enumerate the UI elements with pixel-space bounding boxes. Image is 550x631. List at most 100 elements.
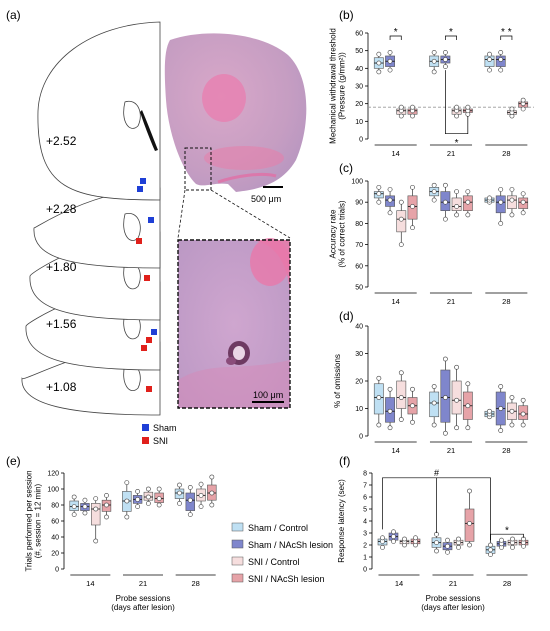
- data-point: [488, 547, 493, 553]
- y-tick-label: 70: [355, 242, 363, 249]
- data-point: [376, 199, 382, 205]
- x-tick-label: 28: [502, 297, 510, 306]
- x-axis-label: (days after lesion): [421, 603, 485, 612]
- data-point: [410, 204, 415, 209]
- data-point: [520, 191, 526, 197]
- atlas-level-label: +1.56: [46, 317, 77, 331]
- data-point: [487, 57, 492, 62]
- data-point: [442, 50, 448, 55]
- data-point: [431, 50, 437, 55]
- data-point: [465, 381, 471, 387]
- data-point: [398, 242, 404, 247]
- atlas-sections: [21, 21, 161, 416]
- data-point: [487, 67, 492, 73]
- panel-label-a: (a): [6, 8, 21, 22]
- data-point: [187, 512, 193, 517]
- data-point: [520, 210, 526, 216]
- significance-label: *: [455, 138, 459, 149]
- data-point: [498, 67, 504, 73]
- chart-e: 0 20 40 60 80 100 120 Trials performed per sess…: [25, 470, 217, 612]
- data-point: [376, 184, 382, 190]
- data-point: [454, 212, 460, 218]
- data-point: [71, 504, 77, 509]
- data-point: [156, 502, 162, 508]
- group-label-4: SNI / NAcSh lesion: [248, 574, 325, 584]
- data-point: [145, 486, 151, 492]
- data-point: [431, 182, 437, 188]
- data-point: [520, 411, 526, 417]
- data-point: [398, 216, 404, 222]
- data-point: [71, 512, 77, 517]
- data-point: [467, 542, 472, 548]
- y-tick-label: 100: [47, 487, 59, 494]
- significance-label: #: [434, 468, 439, 478]
- data-point: [82, 504, 88, 509]
- data-point: [387, 425, 393, 431]
- data-point: [376, 69, 382, 75]
- data-point: [431, 197, 437, 203]
- data-point: [82, 497, 88, 503]
- data-point: [410, 403, 415, 409]
- data-point: [209, 474, 215, 480]
- data-point: [413, 535, 418, 541]
- lesion-marker: [141, 345, 147, 351]
- lesion-legend: Sham SNI: [142, 423, 177, 446]
- data-point: [442, 216, 448, 222]
- data-point: [177, 490, 182, 496]
- data-point: [520, 199, 526, 205]
- data-point: [465, 403, 471, 409]
- y-tick-label: 50: [355, 285, 363, 292]
- data-point: [209, 490, 215, 496]
- scale-label-top: 500 μm: [251, 194, 281, 204]
- data-point: [465, 212, 471, 218]
- box: [396, 380, 407, 409]
- data-point: [445, 537, 450, 543]
- data-point: [498, 187, 504, 192]
- data-point: [82, 510, 88, 516]
- x-tick-label: 28: [502, 446, 510, 455]
- y-tick-label: 40: [51, 535, 59, 542]
- data-point: [104, 514, 109, 520]
- y-tick-label: 1: [363, 555, 367, 562]
- data-point: [498, 406, 504, 411]
- data-point: [509, 106, 515, 112]
- data-point: [431, 400, 437, 406]
- data-point: [177, 500, 182, 506]
- data-point: [398, 199, 404, 205]
- data-point: [454, 364, 460, 370]
- data-point: [156, 496, 162, 501]
- significance-bracket: [500, 35, 513, 40]
- y-tick-label: 40: [355, 66, 363, 73]
- data-point: [456, 536, 461, 542]
- panel-label-d: (d): [339, 309, 354, 323]
- atlas-section-outline: [37, 21, 161, 201]
- data-point: [387, 408, 393, 414]
- x-tick-label: 14: [395, 579, 403, 588]
- data-point: [498, 50, 504, 55]
- data-point: [410, 184, 415, 190]
- group-label-3: SNI / Control: [248, 557, 300, 567]
- data-point: [431, 189, 437, 194]
- data-point: [387, 210, 393, 216]
- group-swatch-2: [231, 539, 244, 549]
- data-point: [391, 539, 396, 544]
- chart-d: 0 10 20 30 40 % of omissions 14 21 28: [333, 324, 529, 455]
- y-axis-label: (Pressure (g/mm²)): [338, 52, 347, 120]
- group-label-2: Sham / NAcSh lesion: [248, 540, 333, 550]
- data-point: [510, 545, 515, 550]
- data-point: [380, 535, 385, 541]
- y-tick-label: 0: [55, 567, 59, 574]
- data-point: [209, 502, 215, 508]
- data-point: [445, 543, 450, 549]
- data-point: [398, 113, 404, 119]
- data-point: [410, 225, 415, 231]
- data-point: [445, 549, 450, 555]
- y-tick-label: 100: [351, 179, 363, 186]
- significance-label: *: [505, 526, 509, 537]
- data-point: [93, 496, 99, 501]
- data-point: [124, 514, 130, 520]
- data-point: [376, 51, 382, 57]
- data-point: [465, 189, 471, 194]
- data-point: [509, 422, 515, 428]
